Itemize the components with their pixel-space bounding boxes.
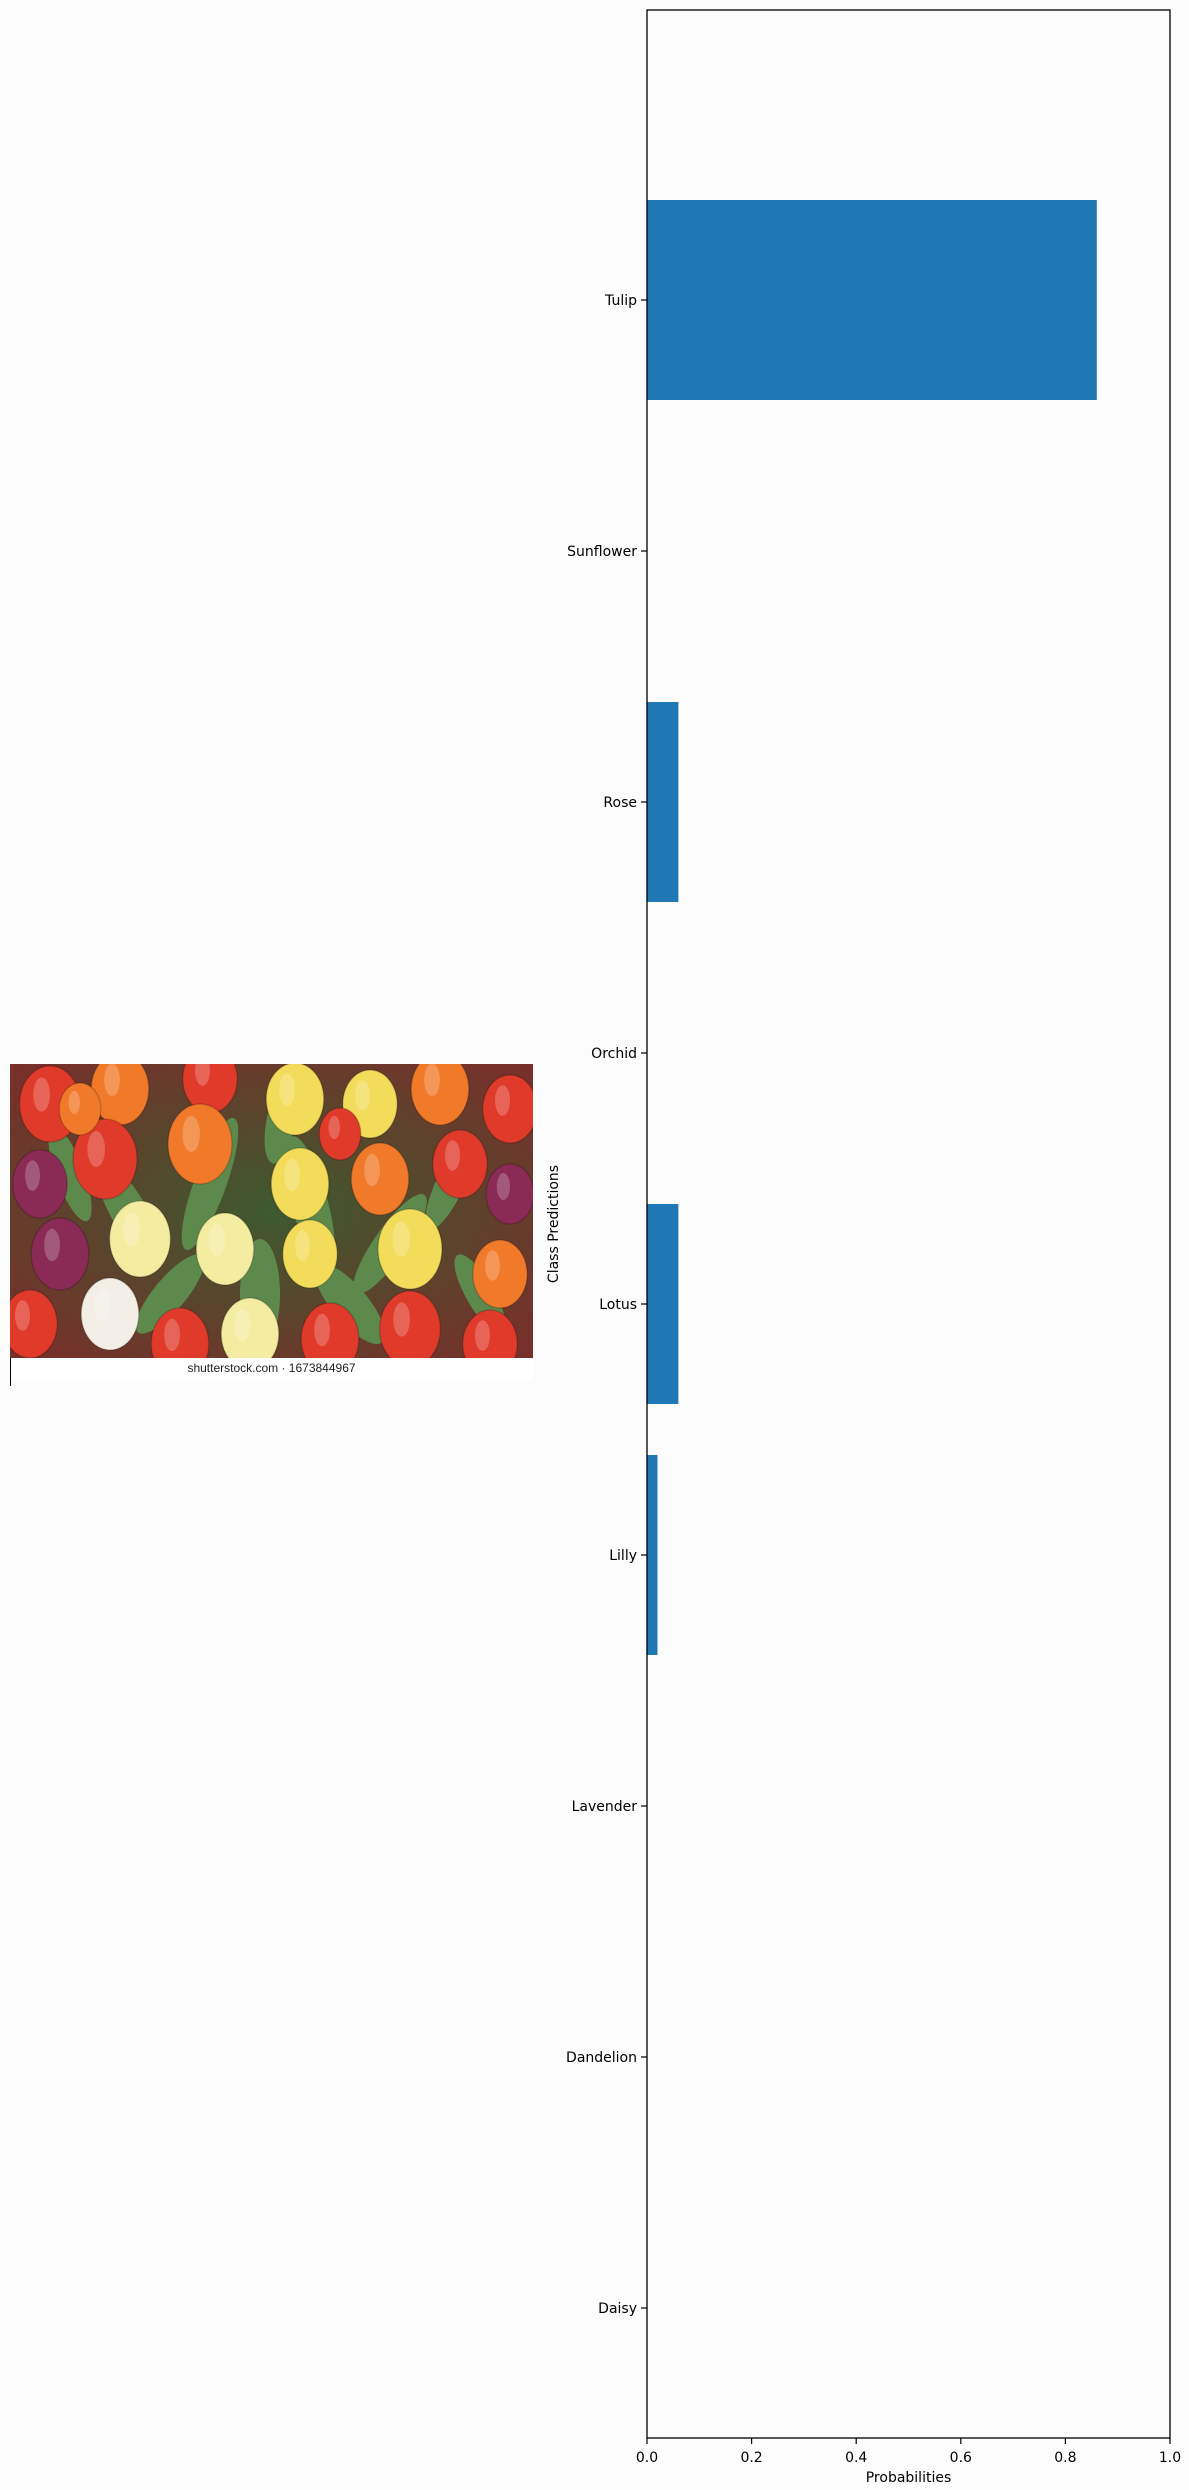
tulip-bloom-26 — [462, 1309, 518, 1358]
bar-lilly — [647, 1455, 658, 1655]
tulip-bloom-14 — [30, 1217, 90, 1291]
x-tick-label-5: 1.0 — [1159, 2450, 1181, 2466]
x-tick-label-0: 0.0 — [636, 2450, 658, 2466]
tulip-highlight-13 — [496, 1173, 510, 1200]
tulip-highlight-20 — [15, 1300, 30, 1331]
tulip-bloom-10 — [270, 1147, 330, 1221]
bars-layer — [647, 200, 1097, 1655]
x-tick-label-1: 0.2 — [740, 2450, 762, 2466]
y-ticks-layer: Tulip Sunflower Rose Orchid Lotus Lilly Lavend… — [566, 293, 647, 2317]
tulip-bloom-8 — [72, 1118, 138, 1200]
tulip-highlight-10 — [284, 1158, 300, 1192]
tulip-bloom-24 — [300, 1302, 360, 1358]
plot-area-frame — [646, 9, 1171, 2439]
photo-caption-bar: shutterstock.com · 1673844967 — [10, 1358, 533, 1380]
tulip-bloom-15 — [108, 1200, 172, 1278]
tulip-bloom-25 — [378, 1290, 442, 1358]
tulip-highlight-9 — [182, 1116, 200, 1152]
tulip-bloom-19 — [472, 1239, 528, 1309]
tulip-bloom-28 — [318, 1107, 362, 1161]
tulip-highlight-0 — [33, 1077, 50, 1112]
leaf-5 — [135, 1254, 205, 1334]
tulip-highlight-24 — [314, 1313, 330, 1347]
bar-tulip — [647, 200, 1097, 400]
tulip-bloom-17 — [282, 1219, 338, 1289]
tulip-bloom-23 — [220, 1297, 280, 1358]
tulip-bloom-11 — [350, 1142, 410, 1216]
tulip-highlight-4 — [355, 1080, 370, 1111]
tulip-highlight-25 — [393, 1302, 411, 1337]
tulip-highlight-27 — [68, 1090, 80, 1115]
tulip-bloom-20 — [10, 1289, 58, 1358]
y-axis-label: Class Predictions — [546, 1165, 562, 1283]
tulip-highlight-1 — [104, 1064, 120, 1097]
tulip-bloom-5 — [410, 1064, 470, 1126]
bar-rose — [647, 702, 679, 902]
y-tick-label-lotus: Lotus — [599, 1297, 637, 1313]
tulip-highlight-22 — [164, 1318, 180, 1352]
tulip-bouquet-photo — [10, 1064, 533, 1358]
tulip-bloom-3 — [265, 1064, 325, 1136]
tulip-highlight-14 — [44, 1228, 61, 1262]
tulip-bloom-12 — [432, 1129, 488, 1199]
leaf-8 — [48, 1126, 92, 1222]
tulip-bloom-13 — [485, 1163, 533, 1225]
y-tick-label-daisy: Daisy — [598, 2301, 637, 2317]
tulip-highlight-6 — [495, 1085, 510, 1116]
tulip-bloom-22 — [150, 1307, 210, 1358]
tulip-highlight-11 — [364, 1153, 380, 1187]
x-tick-label-2: 0.4 — [845, 2450, 867, 2466]
tulip-bloom-16 — [195, 1212, 255, 1286]
tulip-bloom-21 — [80, 1277, 140, 1351]
tulip-bloom-9 — [167, 1103, 233, 1185]
x-ticks-layer: 0.0 0.2 0.4 0.6 0.8 1.0 — [636, 2438, 1181, 2466]
leaf-6 — [315, 1263, 385, 1345]
tulip-bloom-6 — [482, 1074, 533, 1144]
y-tick-label-lavender: Lavender — [572, 1799, 638, 1815]
y-tick-label-orchid: Orchid — [591, 1046, 637, 1062]
tulip-highlight-15 — [123, 1212, 140, 1247]
x-tick-label-3: 0.6 — [950, 2450, 972, 2466]
tulip-highlight-3 — [279, 1073, 295, 1107]
tulip-highlight-12 — [445, 1140, 460, 1171]
y-tick-label-tulip: Tulip — [604, 293, 637, 309]
y-tick-label-lilly: Lilly — [609, 1548, 637, 1564]
tulip-highlight-26 — [475, 1320, 490, 1351]
tulip-bloom-27 — [58, 1082, 102, 1136]
tulip-highlight-28 — [328, 1115, 340, 1140]
tulip-bloom-18 — [377, 1208, 443, 1290]
bar-lotus — [647, 1204, 679, 1404]
tulip-highlight-19 — [485, 1250, 500, 1281]
flower-photo-panel: shutterstock.com · 1673844967 — [10, 1064, 533, 1386]
tulip-highlight-21 — [94, 1288, 110, 1322]
tulip-highlight-5 — [424, 1064, 440, 1097]
x-tick-label-4: 0.8 — [1054, 2450, 1076, 2466]
tulip-highlight-17 — [295, 1230, 310, 1261]
x-axis-label: Probabilities — [866, 2470, 952, 2486]
tulip-highlight-7 — [25, 1160, 40, 1191]
tulip-highlight-2 — [195, 1064, 210, 1086]
y-tick-label-dandelion: Dandelion — [566, 2050, 637, 2066]
photo-watermark-caption: shutterstock.com · 1673844967 — [187, 1361, 356, 1375]
tulip-highlight-8 — [87, 1131, 105, 1167]
tulip-highlight-18 — [392, 1221, 411, 1257]
tulip-highlight-23 — [234, 1308, 250, 1342]
y-tick-label-sunflower: Sunflower — [567, 544, 637, 560]
photo-axis-line — [10, 1358, 11, 1386]
tulip-bloom-7 — [12, 1149, 68, 1219]
y-tick-label-rose: Rose — [603, 795, 637, 811]
tulip-highlight-16 — [209, 1223, 225, 1257]
